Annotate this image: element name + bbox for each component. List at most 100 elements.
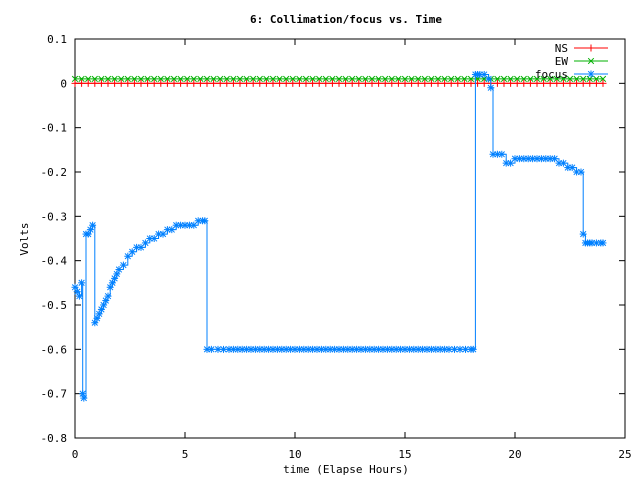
series-point-ew bbox=[560, 75, 567, 83]
series-layer bbox=[71, 70, 607, 402]
series-point-focus bbox=[75, 292, 83, 300]
series-point-ns bbox=[269, 79, 277, 87]
series-point-ns bbox=[348, 79, 356, 87]
series-point-ns bbox=[579, 79, 587, 87]
series-point-ns bbox=[236, 79, 244, 87]
series-point-focus bbox=[397, 345, 405, 353]
series-point-ew bbox=[349, 75, 356, 83]
series-point-ns bbox=[183, 79, 191, 87]
series-focus bbox=[71, 70, 607, 402]
series-point-ew bbox=[190, 75, 197, 83]
series-point-focus bbox=[419, 345, 427, 353]
series-point-ew bbox=[368, 75, 376, 83]
y-tick-label: -0.7 bbox=[41, 388, 68, 401]
series-point-ns bbox=[566, 79, 574, 87]
series-point-ew bbox=[104, 75, 112, 83]
series-point-ns bbox=[196, 79, 204, 87]
series-point-ew bbox=[375, 75, 382, 83]
series-point-ew bbox=[164, 75, 171, 83]
legend-label-ns: NS bbox=[555, 42, 568, 55]
series-point-ew bbox=[514, 75, 521, 83]
series-point-focus bbox=[375, 345, 383, 353]
series-point-focus bbox=[331, 345, 339, 353]
series-point-ew bbox=[461, 75, 468, 83]
series-point-ew bbox=[573, 75, 580, 83]
y-tick-label: -0.5 bbox=[41, 299, 68, 312]
series-point-ns bbox=[97, 79, 105, 87]
series-point-ew bbox=[316, 75, 323, 83]
series-point-ns bbox=[342, 79, 350, 87]
series-point-ns bbox=[124, 79, 132, 87]
series-point-ew bbox=[362, 75, 369, 83]
series-point-ew bbox=[553, 75, 560, 83]
series-point-ew bbox=[599, 75, 607, 83]
series-point-ew bbox=[289, 75, 296, 83]
series-point-ns bbox=[150, 79, 158, 87]
series-point-ns bbox=[355, 79, 363, 87]
series-point-ew bbox=[197, 75, 204, 83]
series-point-ew bbox=[203, 75, 211, 83]
series-point-ns bbox=[71, 79, 79, 87]
legend-marker-ew bbox=[587, 57, 595, 65]
series-point-ew bbox=[494, 75, 501, 83]
series-point-ns bbox=[467, 79, 475, 87]
x-tick-label: 5 bbox=[182, 448, 189, 461]
series-point-ns bbox=[302, 79, 310, 87]
series-point-ew bbox=[382, 75, 389, 83]
series-point-focus bbox=[243, 345, 251, 353]
series-point-ew bbox=[527, 75, 534, 83]
series-point-ns bbox=[177, 79, 185, 87]
series-point-focus bbox=[441, 345, 449, 353]
series-point-ns bbox=[381, 79, 389, 87]
series-point-ns bbox=[315, 79, 323, 87]
series-point-ns bbox=[573, 79, 581, 87]
series-point-ew bbox=[335, 75, 343, 83]
series-point-ew bbox=[283, 75, 290, 83]
series-point-ew bbox=[500, 75, 508, 83]
y-axis-label: Volts bbox=[18, 222, 31, 255]
series-point-ns bbox=[282, 79, 290, 87]
series-point-ns bbox=[210, 79, 218, 87]
series-point-ns bbox=[216, 79, 224, 87]
y-tick-label: -0.6 bbox=[41, 343, 68, 356]
series-point-ew bbox=[566, 75, 574, 83]
series-point-ns bbox=[130, 79, 138, 87]
series-point-ns bbox=[546, 79, 554, 87]
series-point-ew bbox=[151, 75, 158, 83]
series-point-ew bbox=[157, 75, 164, 83]
x-axis-label: time (Elapse Hours) bbox=[283, 463, 409, 476]
series-point-focus bbox=[599, 239, 607, 247]
y-tick-label: -0.8 bbox=[41, 432, 68, 445]
x-tick-label: 20 bbox=[508, 448, 521, 461]
series-point-ns bbox=[328, 79, 336, 87]
series-point-ew bbox=[448, 75, 455, 83]
series-point-focus bbox=[104, 292, 112, 300]
series-point-ew bbox=[302, 75, 310, 83]
series-point-ew bbox=[342, 75, 349, 83]
series-point-focus bbox=[498, 150, 506, 158]
series-point-ew bbox=[408, 75, 415, 83]
series-point-ew bbox=[144, 75, 151, 83]
series-point-ns bbox=[117, 79, 125, 87]
series-point-ew bbox=[395, 75, 402, 83]
series-point-ns bbox=[454, 79, 462, 87]
series-point-ew bbox=[309, 75, 316, 83]
series-point-ew bbox=[329, 75, 336, 83]
series-point-ew bbox=[547, 75, 554, 83]
series-point-focus bbox=[220, 345, 227, 353]
series-point-ns bbox=[170, 79, 178, 87]
series-point-ew bbox=[118, 75, 125, 83]
series-point-ew bbox=[111, 75, 118, 83]
series-point-ns bbox=[388, 79, 396, 87]
series-point-ns bbox=[427, 79, 435, 87]
series-point-ns bbox=[480, 79, 488, 87]
series-point-ns bbox=[507, 79, 515, 87]
series-point-ns bbox=[243, 79, 251, 87]
legend-label-focus: focus bbox=[535, 68, 568, 81]
series-point-ns bbox=[322, 79, 330, 87]
series-point-ew bbox=[593, 75, 600, 83]
series-point-ew bbox=[177, 75, 184, 83]
series-point-focus bbox=[207, 345, 215, 353]
series-point-ew bbox=[230, 75, 237, 83]
